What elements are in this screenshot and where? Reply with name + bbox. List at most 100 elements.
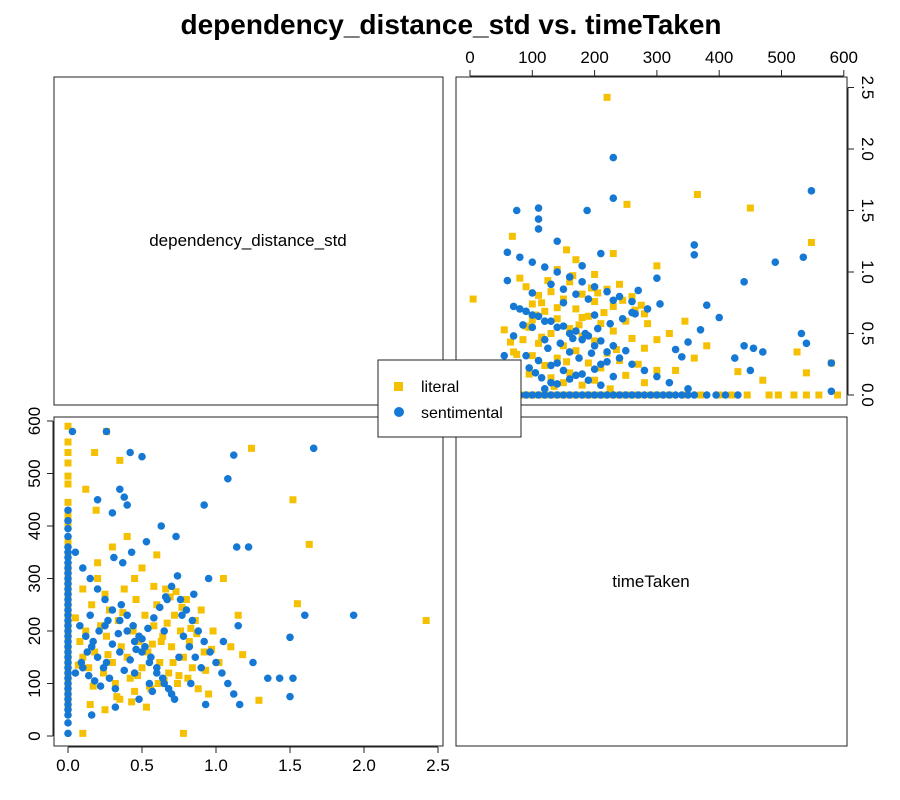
point-literal [64, 538, 72, 546]
point-sentimental [597, 381, 605, 389]
point-literal [91, 449, 99, 456]
point-literal [541, 361, 549, 369]
point-sentimental [71, 548, 80, 557]
point-literal [535, 339, 543, 347]
point-sentimental [572, 327, 580, 335]
point-literal [159, 632, 167, 640]
panel-bottom-left-frame [53, 416, 444, 747]
point-sentimental [229, 451, 238, 459]
point-sentimental [144, 624, 152, 633]
point-sentimental [553, 323, 562, 332]
point-literal [79, 585, 87, 593]
point-sentimental [553, 380, 562, 388]
point-sentimental [64, 674, 72, 683]
point-literal [609, 250, 617, 258]
point-sentimental [232, 543, 241, 551]
point-sentimental [64, 627, 72, 635]
point-sentimental [578, 262, 586, 270]
point-sentimental [528, 391, 537, 399]
point-literal [606, 385, 614, 393]
x-tick-label-top: 300 [643, 48, 671, 67]
point-literal [591, 270, 599, 278]
point-sentimental [64, 695, 72, 704]
point-literal [528, 316, 536, 324]
x-tick-label-bottom: 2.0 [352, 756, 376, 775]
point-literal [163, 619, 171, 627]
x-tick-label-top: 0 [465, 48, 474, 67]
point-sentimental [130, 637, 139, 646]
point-sentimental [150, 614, 158, 622]
point-literal [640, 344, 648, 352]
point-sentimental [547, 317, 555, 326]
point-sentimental [522, 391, 530, 399]
point-sentimental [740, 278, 748, 286]
point-literal [572, 256, 580, 264]
point-sentimental [628, 297, 636, 306]
point-literal [248, 444, 256, 452]
point-literal [693, 191, 701, 199]
point-sentimental [590, 282, 599, 291]
point-literal [64, 512, 72, 519]
point-sentimental [671, 391, 680, 399]
point-sentimental [603, 357, 611, 366]
point-sentimental [229, 690, 238, 698]
point-sentimental [89, 637, 97, 646]
point-sentimental [559, 285, 568, 294]
point-sentimental [565, 375, 574, 383]
point-sentimental [224, 474, 232, 483]
point-literal [174, 680, 182, 687]
point-sentimental [185, 642, 194, 651]
point-sentimental [64, 595, 72, 604]
point-sentimental [597, 391, 605, 399]
point-sentimental [540, 335, 549, 344]
point-sentimental [201, 700, 210, 709]
point-sentimental [730, 354, 739, 362]
point-literal [293, 600, 301, 608]
point-sentimental [64, 648, 72, 656]
point-sentimental [615, 292, 624, 301]
point-sentimental [578, 278, 586, 286]
point-sentimental [126, 448, 134, 457]
point-sentimental [615, 391, 624, 399]
point-sentimental [684, 385, 692, 393]
point-sentimental [64, 719, 72, 727]
point-sentimental [170, 695, 179, 704]
point-literal [575, 321, 583, 329]
point-sentimental [64, 632, 72, 641]
point-sentimental [105, 674, 114, 683]
point-sentimental [64, 700, 72, 709]
point-sentimental [684, 391, 692, 399]
point-sentimental [678, 353, 686, 361]
point-literal [612, 345, 620, 353]
point-sentimental [565, 273, 574, 281]
point-sentimental [643, 305, 652, 313]
legend-marker-sentimental [394, 407, 404, 417]
point-literal [79, 653, 87, 661]
point-literal [97, 622, 105, 630]
point-sentimental [547, 391, 555, 399]
point-literal [572, 347, 580, 355]
point-sentimental [534, 391, 543, 399]
point-literal [131, 575, 139, 582]
point-literal [697, 391, 705, 399]
point-sentimental [64, 729, 72, 738]
point-sentimental [621, 346, 630, 355]
point-sentimental [799, 253, 808, 262]
point-literal [553, 315, 561, 323]
point-sentimental [509, 332, 518, 340]
point-sentimental [547, 280, 555, 289]
point-sentimental [126, 656, 134, 664]
point-sentimental [534, 204, 543, 212]
point-sentimental [286, 692, 294, 701]
legend-label-sentimental: sentimental [421, 405, 503, 422]
point-sentimental [148, 687, 157, 696]
point-sentimental [123, 627, 131, 635]
point-sentimental [90, 677, 99, 685]
point-sentimental [559, 298, 568, 307]
point-sentimental [64, 663, 72, 672]
point-literal [559, 342, 567, 350]
point-literal [144, 648, 152, 656]
point-sentimental [64, 711, 72, 719]
y-tick-label-left: 200 [25, 617, 44, 645]
point-sentimental [665, 378, 674, 387]
